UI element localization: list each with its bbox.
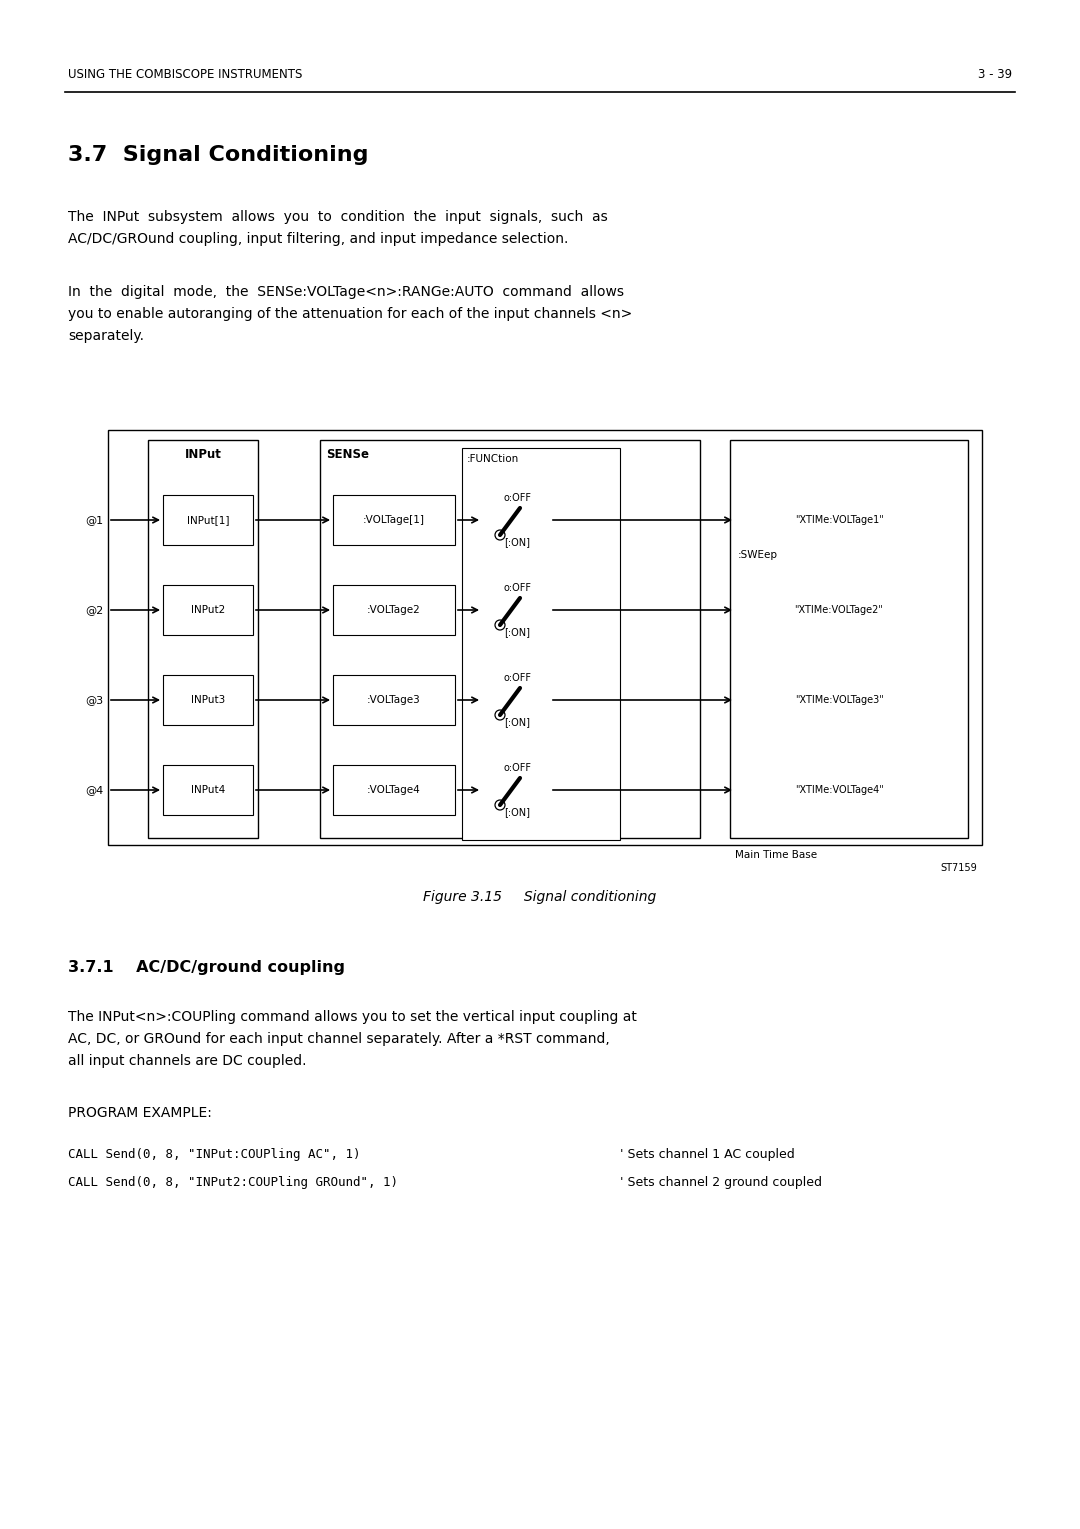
Text: o:OFF: o:OFF bbox=[504, 492, 532, 503]
Text: 3.7.1    AC/DC/ground coupling: 3.7.1 AC/DC/ground coupling bbox=[68, 960, 345, 976]
Text: Main Time Base: Main Time Base bbox=[735, 850, 818, 859]
Text: @1: @1 bbox=[85, 515, 103, 524]
Text: INPut4: INPut4 bbox=[191, 784, 225, 795]
Bar bbox=[320, 440, 700, 838]
Text: 3 - 39: 3 - 39 bbox=[977, 69, 1012, 81]
Text: you to enable autoranging of the attenuation for each of the input channels <n>: you to enable autoranging of the attenua… bbox=[68, 307, 632, 321]
Text: :SWEep: :SWEep bbox=[738, 550, 778, 560]
Text: "XTIMe:VOLTage1": "XTIMe:VOLTage1" bbox=[795, 515, 883, 524]
Text: o:OFF: o:OFF bbox=[504, 583, 532, 593]
Text: INPut: INPut bbox=[185, 448, 221, 462]
Text: Figure 3.15     Signal conditioning: Figure 3.15 Signal conditioning bbox=[423, 890, 657, 904]
Bar bbox=[148, 440, 258, 838]
Text: @3: @3 bbox=[85, 696, 103, 705]
Text: In  the  digital  mode,  the  SENSe:VOLTage<n>:RANGe:AUTO  command  allows: In the digital mode, the SENSe:VOLTage<n… bbox=[68, 284, 624, 300]
Bar bbox=[730, 440, 968, 838]
Bar bbox=[333, 764, 455, 815]
Bar bbox=[333, 586, 455, 635]
Bar bbox=[163, 764, 253, 815]
Text: "XTIMe:VOLTage4": "XTIMe:VOLTage4" bbox=[795, 784, 883, 795]
Text: [:ON]: [:ON] bbox=[504, 807, 530, 816]
Text: @2: @2 bbox=[84, 605, 103, 615]
Text: "XTIMe:VOLTage2": "XTIMe:VOLTage2" bbox=[795, 605, 883, 615]
Text: all input channels are DC coupled.: all input channels are DC coupled. bbox=[68, 1053, 307, 1067]
Text: INPut[1]: INPut[1] bbox=[187, 515, 229, 524]
Text: :FUNCtion: :FUNCtion bbox=[467, 454, 519, 463]
Text: AC/DC/GROund coupling, input filtering, and input impedance selection.: AC/DC/GROund coupling, input filtering, … bbox=[68, 232, 568, 246]
Text: [:ON]: [:ON] bbox=[504, 537, 530, 547]
Text: PROGRAM EXAMPLE:: PROGRAM EXAMPLE: bbox=[68, 1105, 212, 1121]
Bar bbox=[163, 495, 253, 544]
Text: o:OFF: o:OFF bbox=[504, 673, 532, 683]
Text: :VOLTage2: :VOLTage2 bbox=[367, 605, 421, 615]
Text: AC, DC, or GROund for each input channel separately. After a *RST command,: AC, DC, or GROund for each input channel… bbox=[68, 1032, 610, 1046]
Text: CALL Send(0, 8, "INPut:COUPling AC", 1): CALL Send(0, 8, "INPut:COUPling AC", 1) bbox=[68, 1148, 361, 1161]
Text: USING THE COMBISCOPE INSTRUMENTS: USING THE COMBISCOPE INSTRUMENTS bbox=[68, 69, 302, 81]
Bar bbox=[333, 674, 455, 725]
Text: :VOLTage[1]: :VOLTage[1] bbox=[363, 515, 426, 524]
Bar bbox=[333, 495, 455, 544]
Text: SENSe: SENSe bbox=[326, 448, 369, 462]
Text: ' Sets channel 1 AC coupled: ' Sets channel 1 AC coupled bbox=[620, 1148, 795, 1161]
Text: :VOLTage4: :VOLTage4 bbox=[367, 784, 421, 795]
Text: o:OFF: o:OFF bbox=[504, 763, 532, 774]
Text: [:ON]: [:ON] bbox=[504, 717, 530, 726]
Bar bbox=[163, 586, 253, 635]
Text: The  INPut  subsystem  allows  you  to  condition  the  input  signals,  such  a: The INPut subsystem allows you to condit… bbox=[68, 209, 608, 225]
Text: [:ON]: [:ON] bbox=[504, 627, 530, 638]
Bar bbox=[462, 448, 620, 839]
Text: INPut2: INPut2 bbox=[191, 605, 225, 615]
Text: INPut3: INPut3 bbox=[191, 696, 225, 705]
Text: @4: @4 bbox=[84, 784, 103, 795]
Text: ' Sets channel 2 ground coupled: ' Sets channel 2 ground coupled bbox=[620, 1176, 822, 1190]
Text: The INPut<n>:COUPling command allows you to set the vertical input coupling at: The INPut<n>:COUPling command allows you… bbox=[68, 1011, 637, 1024]
Text: :VOLTage3: :VOLTage3 bbox=[367, 696, 421, 705]
Text: separately.: separately. bbox=[68, 329, 144, 342]
Text: 3.7  Signal Conditioning: 3.7 Signal Conditioning bbox=[68, 145, 368, 165]
Text: "XTIMe:VOLTage3": "XTIMe:VOLTage3" bbox=[795, 696, 883, 705]
Text: ST7159: ST7159 bbox=[941, 862, 977, 873]
Text: CALL Send(0, 8, "INPut2:COUPling GROund", 1): CALL Send(0, 8, "INPut2:COUPling GROund"… bbox=[68, 1176, 399, 1190]
Bar bbox=[163, 674, 253, 725]
Bar bbox=[108, 430, 982, 846]
